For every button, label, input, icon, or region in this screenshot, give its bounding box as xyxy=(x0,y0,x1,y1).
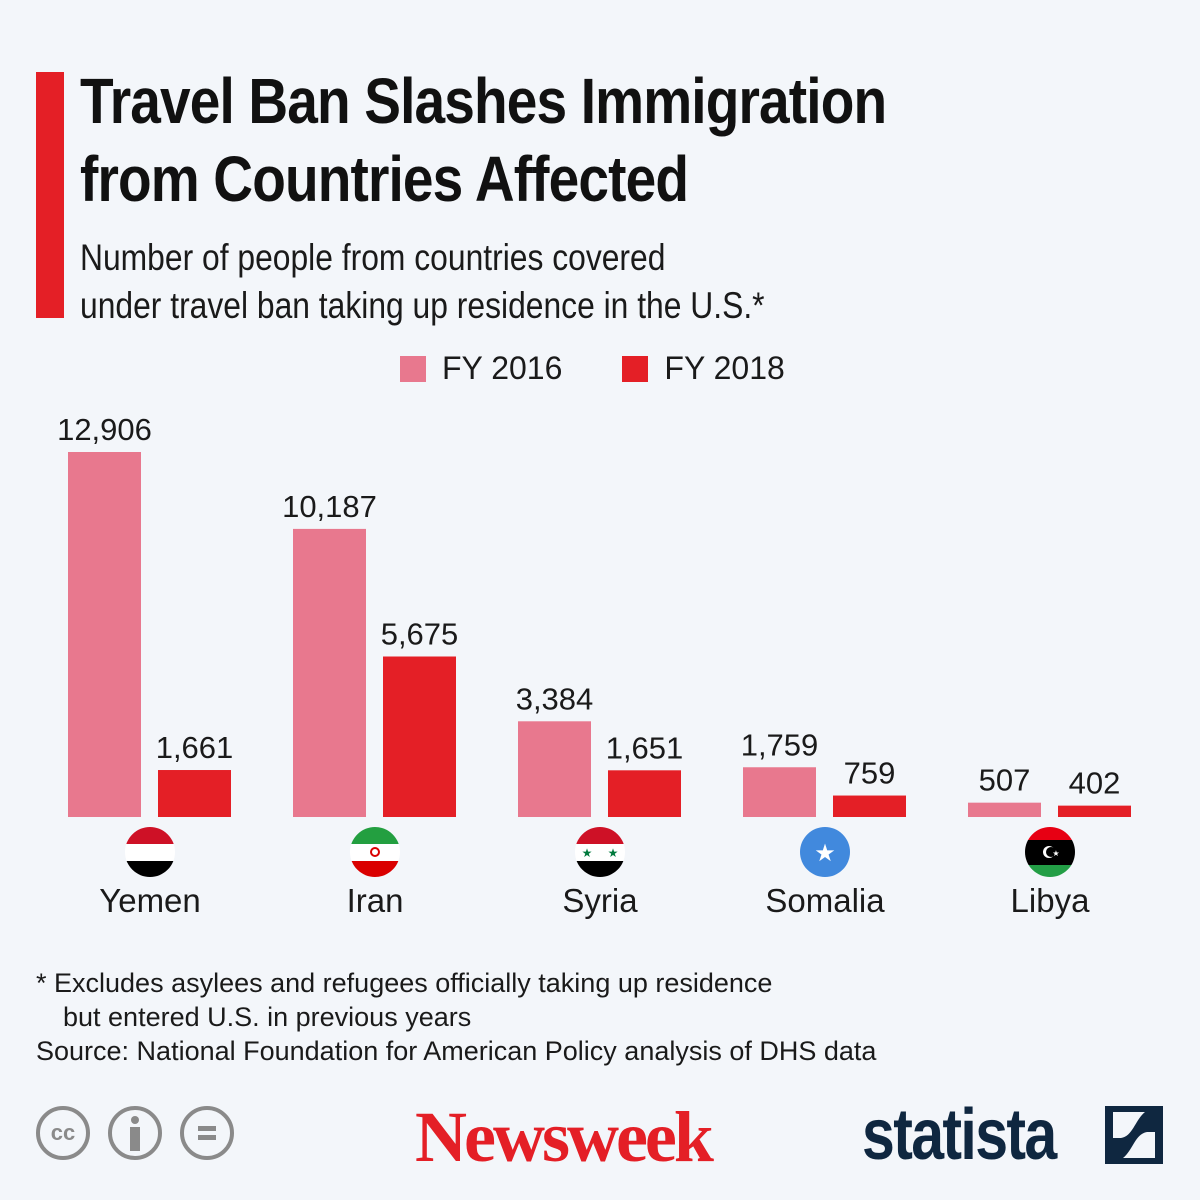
data-label: 1,651 xyxy=(606,730,684,765)
category-label: Libya xyxy=(1011,882,1091,919)
person-icon xyxy=(130,1116,140,1151)
bar-libya-fy2018 xyxy=(1058,805,1131,817)
data-label: 759 xyxy=(844,756,896,791)
data-label: 1,661 xyxy=(156,730,234,765)
accent-bar xyxy=(36,72,64,318)
data-label: 402 xyxy=(1069,766,1121,801)
title-line-2: from Countries Affected xyxy=(80,143,689,215)
category-label: Iran xyxy=(347,882,404,919)
bar-libya-fy2016 xyxy=(968,802,1041,817)
subtitle-line-2: under travel ban taking up residence in … xyxy=(80,285,765,326)
data-label: 5,675 xyxy=(381,617,459,652)
bar-syria-fy2016 xyxy=(518,721,591,817)
bar-yemen-fy2016 xyxy=(68,452,141,817)
libya-flag-icon: ★ xyxy=(1025,827,1075,877)
legend-item-fy2018: FY 2018 xyxy=(622,350,785,387)
attribution-icon[interactable] xyxy=(108,1106,162,1160)
legend-label: FY 2016 xyxy=(442,350,563,386)
category-label: Syria xyxy=(562,882,638,919)
syria-flag-icon: ★ ★ xyxy=(575,827,625,877)
legend-swatch xyxy=(622,355,649,382)
data-label: 12,906 xyxy=(57,412,152,447)
footer: cc Newsweek statista xyxy=(0,1095,1200,1177)
data-label: 3,384 xyxy=(516,681,594,716)
chart-title: Travel Ban Slashes Immigration from Coun… xyxy=(80,62,1026,218)
svg-text:★: ★ xyxy=(1052,849,1059,858)
footnotes: * Excludes asylees and refugees official… xyxy=(36,966,876,1068)
no-derivatives-icon[interactable] xyxy=(180,1106,234,1160)
footnote-line-2: but entered U.S. in previous years xyxy=(63,1002,472,1032)
bar-syria-fy2018 xyxy=(608,770,681,817)
somalia-flag-icon: ★ xyxy=(800,827,850,877)
bar-somalia-fy2016 xyxy=(743,767,816,817)
svg-text:★: ★ xyxy=(582,846,593,860)
statista-logo-icon xyxy=(1105,1106,1163,1164)
iran-flag-icon xyxy=(350,827,400,877)
svg-text:★: ★ xyxy=(814,840,836,867)
title-line-1: Travel Ban Slashes Immigration xyxy=(80,65,887,137)
yemen-flag-icon xyxy=(125,827,175,877)
equals-icon xyxy=(198,1126,216,1140)
legend: FY 2016 FY 2018 xyxy=(400,350,785,387)
category-label: Somalia xyxy=(765,882,885,919)
legend-swatch xyxy=(400,355,426,382)
bar-iran-fy2018 xyxy=(383,656,456,817)
category-label: Yemen xyxy=(99,882,201,919)
source-note: Source: National Foundation for American… xyxy=(36,1036,877,1066)
bar-yemen-fy2018 xyxy=(158,770,231,817)
data-label: 1,759 xyxy=(741,727,819,762)
svg-text:★: ★ xyxy=(608,846,619,860)
newsweek-logo[interactable]: Newsweek xyxy=(415,1097,714,1177)
bar-iran-fy2016 xyxy=(293,528,366,817)
cc-label: cc xyxy=(50,1120,76,1145)
data-label: 10,187 xyxy=(282,489,377,524)
bar-somalia-fy2018 xyxy=(833,795,906,817)
creative-commons-icon[interactable]: cc xyxy=(36,1106,90,1160)
subtitle-line-1: Number of people from countries covered xyxy=(80,237,666,278)
statista-logo[interactable]: statista xyxy=(862,1095,1057,1175)
footnote-line-1: * Excludes asylees and refugees official… xyxy=(36,968,773,998)
chart-subtitle: Number of people from countries covered … xyxy=(80,234,854,330)
data-label: 507 xyxy=(979,763,1031,798)
legend-item-fy2016: FY 2016 xyxy=(400,350,562,387)
legend-label: FY 2018 xyxy=(664,350,785,386)
